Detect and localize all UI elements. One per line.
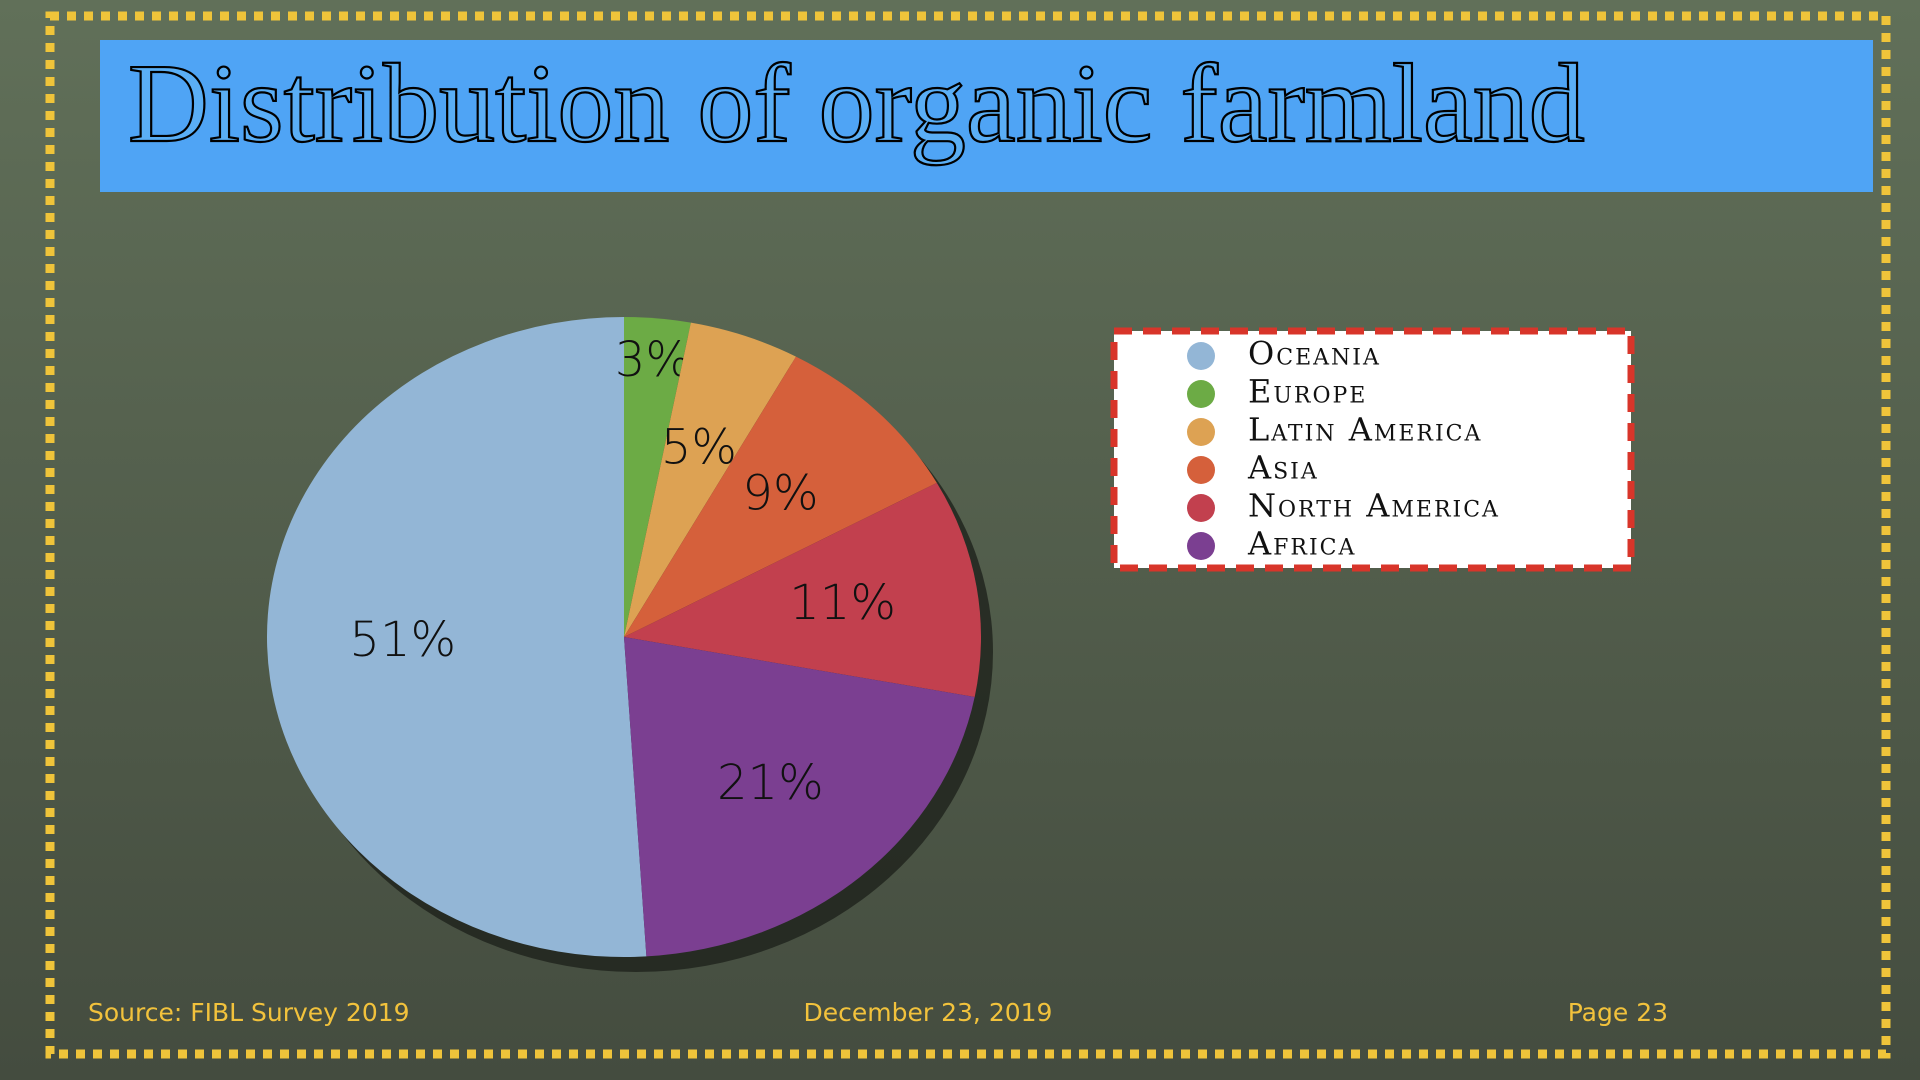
footer-date: December 23, 2019 <box>804 998 1053 1027</box>
legend-box <box>1110 327 1635 572</box>
pie-slice <box>624 317 691 637</box>
pie-slice <box>624 637 975 957</box>
slide-border <box>45 11 1891 1059</box>
title-bar <box>100 40 1873 192</box>
footer-page: Page 23 <box>1568 998 1668 1027</box>
slice-label: 11% <box>789 575 896 631</box>
footer-source: Source: FIBL Survey 2019 <box>88 998 410 1027</box>
legend-label: Asia <box>1247 449 1319 487</box>
slice-label: 51% <box>349 612 456 668</box>
slice-label: 3% <box>615 332 691 388</box>
legend-label: North America <box>1248 487 1500 525</box>
legend-label: Africa <box>1247 525 1356 563</box>
legend-label: Oceania <box>1248 335 1381 373</box>
legend-marker <box>1187 532 1215 560</box>
pie-slice <box>624 356 937 637</box>
legend-label: Europe <box>1248 373 1367 411</box>
pie-slice <box>624 322 796 637</box>
legend-marker <box>1187 380 1215 408</box>
legend-marker <box>1187 494 1215 522</box>
chart-title: Distribution of organic farmland <box>128 42 1585 166</box>
legend-marker <box>1187 342 1215 370</box>
pie-slice <box>266 317 647 957</box>
slice-label: 5% <box>661 419 737 475</box>
slice-label: 9% <box>742 466 818 522</box>
legend-marker <box>1187 418 1215 446</box>
pie-slice <box>624 482 981 697</box>
slice-label: 21% <box>717 755 824 811</box>
legend-marker <box>1187 456 1215 484</box>
pie: 51% 3% 5%9% 11% 21% <box>266 317 981 957</box>
legend-label: Latin America <box>1248 411 1482 449</box>
